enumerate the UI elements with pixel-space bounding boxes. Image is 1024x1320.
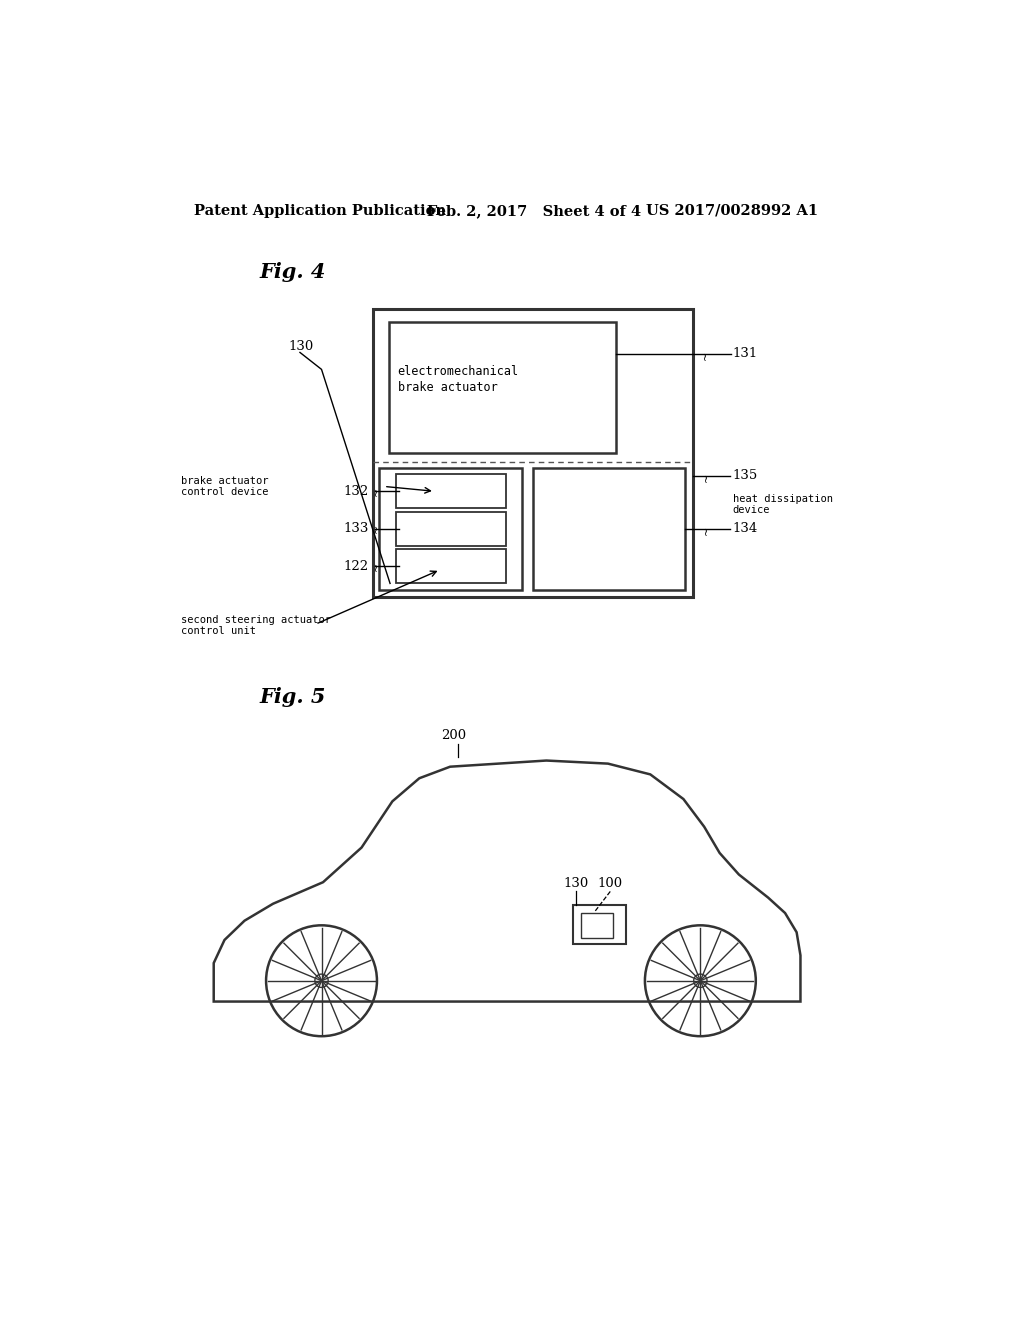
- Text: Fig. 4: Fig. 4: [260, 263, 327, 282]
- Text: ~: ~: [701, 525, 712, 535]
- Bar: [388, 322, 615, 453]
- Text: 132: 132: [343, 484, 369, 498]
- Bar: [396, 549, 506, 583]
- Text: second steering actuator: second steering actuator: [180, 615, 331, 626]
- Bar: [396, 512, 506, 546]
- Text: electromechanical: electromechanical: [397, 366, 519, 379]
- Bar: [396, 474, 506, 508]
- Text: 131: 131: [733, 347, 758, 360]
- Text: brake actuator: brake actuator: [397, 380, 498, 393]
- Text: Patent Application Publication: Patent Application Publication: [194, 203, 445, 218]
- Text: 200: 200: [441, 730, 467, 742]
- Bar: [373, 309, 692, 598]
- Text: 134: 134: [733, 523, 758, 536]
- Text: ~: ~: [701, 473, 712, 482]
- Bar: [379, 469, 521, 590]
- Text: ~: ~: [700, 351, 711, 360]
- Text: 130: 130: [563, 878, 588, 890]
- Text: ~: ~: [372, 524, 382, 533]
- Text: 130: 130: [289, 339, 313, 352]
- Text: ~: ~: [372, 561, 382, 570]
- Text: 135: 135: [733, 469, 758, 482]
- Text: US 2017/0028992 A1: US 2017/0028992 A1: [646, 203, 818, 218]
- Text: 100: 100: [598, 878, 623, 890]
- Text: 133: 133: [343, 523, 369, 536]
- Text: control device: control device: [180, 487, 268, 496]
- Bar: [581, 913, 613, 937]
- Text: brake actuator: brake actuator: [180, 477, 268, 486]
- Text: ~: ~: [372, 487, 382, 496]
- Bar: [532, 469, 685, 590]
- Text: device: device: [733, 504, 770, 515]
- Text: Fig. 5: Fig. 5: [260, 688, 327, 708]
- Text: control unit: control unit: [180, 626, 256, 636]
- Text: Feb. 2, 2017   Sheet 4 of 4: Feb. 2, 2017 Sheet 4 of 4: [427, 203, 641, 218]
- Text: heat dissipation: heat dissipation: [733, 494, 833, 504]
- Text: 122: 122: [343, 560, 369, 573]
- Bar: [573, 906, 626, 944]
